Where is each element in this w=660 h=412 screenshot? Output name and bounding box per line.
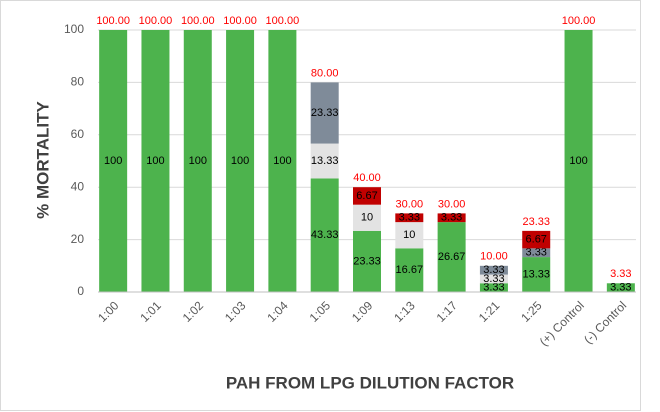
bar-segment [183, 30, 212, 292]
total-label: 10.00 [480, 251, 508, 263]
bar-segment [141, 30, 170, 292]
bar-segment [268, 30, 297, 292]
segment-label: 100 [146, 155, 164, 167]
bar-segment [99, 30, 128, 292]
bar-segment [479, 265, 508, 275]
total-label: 80.00 [311, 67, 339, 79]
bar-segment [310, 82, 339, 144]
segment-label: 23.33 [311, 107, 339, 119]
bar-segment [310, 178, 339, 292]
total-label: 30.00 [438, 198, 466, 210]
bar-segment [522, 230, 551, 249]
x-axis-label: PAH FROM LPG DILUTION FACTOR [226, 373, 514, 392]
bar-segment [606, 283, 635, 292]
segment-label: 3.33 [399, 212, 420, 224]
bar-segment [522, 248, 551, 258]
segment-label: 3.33 [483, 282, 504, 294]
total-label: 100.00 [223, 15, 257, 27]
segment-label: 13.33 [311, 155, 339, 167]
bar-segment [437, 222, 466, 292]
total-label: 100.00 [266, 15, 300, 27]
bar-segment [353, 187, 381, 205]
bar-segment [564, 30, 593, 292]
segment-label: 10 [361, 212, 373, 224]
segment-label: 43.33 [311, 229, 339, 241]
segment-label: 100 [104, 155, 122, 167]
segment-label: 16.67 [396, 264, 424, 276]
y-tick-label: 40 [71, 179, 85, 193]
bar-segment [395, 222, 424, 249]
segment-label: 3.33 [483, 273, 504, 285]
segment-label: 23.33 [353, 255, 381, 267]
segment-label: 26.67 [438, 251, 466, 263]
segment-label: 100 [189, 155, 207, 167]
total-label: 40.00 [353, 172, 381, 184]
bar-segment [395, 248, 424, 292]
bar-segment [522, 257, 551, 292]
total-label: 100.00 [562, 15, 596, 27]
segment-label: 3.33 [441, 212, 462, 224]
total-label: 30.00 [396, 198, 424, 210]
segment-label: 100 [569, 155, 587, 167]
segment-label: 100 [231, 155, 249, 167]
y-tick-label: 0 [77, 284, 84, 298]
segment-label: 3.33 [610, 282, 631, 294]
y-tick-label: 60 [71, 127, 85, 141]
segment-label: 100 [273, 155, 291, 167]
segment-label: 6.67 [526, 234, 547, 246]
total-label: 3.33 [610, 268, 631, 280]
y-tick-label: 20 [71, 232, 85, 246]
total-label: 100.00 [139, 15, 173, 27]
bar-segment [353, 204, 381, 231]
bar-segment [353, 230, 381, 292]
total-label: 23.33 [522, 216, 550, 228]
bar-segment [479, 274, 508, 284]
segment-label: 10 [403, 229, 415, 241]
y-tick-label: 80 [71, 75, 85, 89]
bar-segment [479, 283, 508, 292]
segment-label: 6.67 [356, 190, 377, 202]
y-tick-label: 100 [64, 22, 84, 36]
segment-label: 13.33 [522, 268, 550, 280]
segment-label: 3.33 [483, 264, 504, 276]
y-axis-label: % MORTALITY [33, 100, 52, 218]
bar-segment [310, 143, 339, 179]
bar-segment [226, 30, 255, 292]
segment-label: 3.33 [526, 247, 547, 259]
bar-segment [395, 213, 424, 223]
bar-segment [437, 213, 466, 223]
total-label: 100.00 [181, 15, 215, 27]
total-label: 100.00 [96, 15, 130, 27]
